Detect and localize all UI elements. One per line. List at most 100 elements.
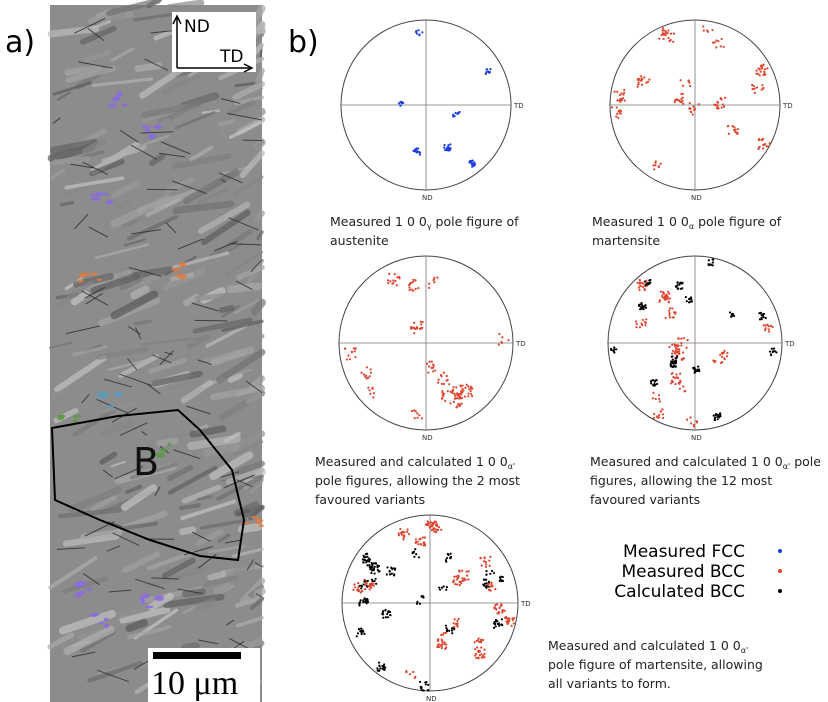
pole-point — [669, 297, 671, 299]
pole-point — [488, 586, 490, 588]
pole-point — [416, 151, 418, 153]
phase-spot — [98, 396, 107, 398]
pole-point — [685, 347, 687, 349]
pole-point — [660, 411, 662, 413]
pole-point — [387, 279, 389, 281]
pole-point — [386, 613, 388, 615]
pole-point — [668, 314, 670, 316]
pole-point — [354, 356, 356, 358]
pole-point — [684, 390, 686, 392]
pole-point — [655, 398, 657, 400]
pole-point — [384, 609, 386, 611]
pole-point — [386, 566, 388, 568]
pole-point — [653, 168, 655, 170]
pole-point — [453, 622, 455, 624]
pole-point — [449, 391, 451, 393]
texture — [181, 505, 199, 508]
pole-point — [620, 112, 622, 114]
pole-point — [674, 101, 676, 103]
pole-point — [368, 564, 370, 566]
pole-point — [611, 106, 613, 108]
pole-point — [494, 588, 496, 590]
pole-point — [414, 280, 416, 282]
pole-point — [618, 110, 620, 112]
pole-point — [420, 321, 422, 323]
pole-point — [686, 419, 688, 421]
pole-point — [366, 366, 368, 368]
pole-point — [354, 350, 356, 352]
pole-point — [675, 360, 677, 362]
pole-point — [485, 570, 487, 572]
pole-point — [427, 689, 429, 691]
pole-point — [420, 543, 422, 545]
pole-point — [765, 317, 767, 319]
pole-point — [498, 625, 500, 627]
pole-point — [443, 641, 445, 643]
pole-point — [669, 40, 671, 42]
pole-point — [481, 565, 483, 567]
pole-point — [428, 361, 430, 363]
pole-point — [445, 625, 447, 627]
pole-point — [478, 638, 480, 640]
pole-point — [376, 564, 378, 566]
phase-spot — [57, 415, 65, 420]
pole-point — [483, 584, 485, 586]
pole-point — [663, 292, 665, 294]
pole-point — [483, 557, 485, 559]
phase-spot — [251, 516, 259, 519]
pole-point — [440, 529, 442, 531]
texture — [68, 68, 99, 72]
pole-point — [356, 635, 358, 637]
pole-point — [426, 363, 428, 365]
phase-spot — [154, 595, 163, 601]
pole-point — [760, 71, 762, 73]
legend: Measured FCCMeasured BCCCalculated BCC — [614, 542, 782, 602]
pole-point — [488, 560, 490, 562]
pole-point — [751, 88, 753, 90]
pole-point — [669, 316, 671, 318]
pole-point — [670, 32, 672, 34]
pole-point — [445, 632, 447, 634]
pole-point — [351, 351, 353, 353]
pole-point — [420, 323, 422, 325]
pole-point — [363, 583, 365, 585]
pole-point — [369, 375, 371, 377]
pole-point — [389, 573, 391, 575]
pole-point — [447, 390, 449, 392]
pole-point — [467, 578, 469, 580]
pole-point — [373, 392, 375, 394]
pole-point — [680, 288, 682, 290]
pole-point — [453, 401, 455, 403]
pole-point — [470, 393, 472, 395]
pole-point — [643, 76, 645, 78]
pole-point — [387, 282, 389, 284]
pole-point — [658, 414, 660, 416]
pole-point — [675, 362, 677, 364]
pole-point — [673, 33, 675, 35]
pole-point — [712, 261, 714, 263]
pole-point — [637, 86, 639, 88]
pole-point — [470, 161, 472, 163]
pole-point — [491, 570, 493, 572]
pole-point — [466, 571, 468, 573]
pole-point — [443, 147, 445, 149]
axis-label: TD — [219, 47, 243, 67]
pole-point — [496, 612, 498, 614]
scale-label: 10 μm — [151, 665, 238, 702]
pole-point — [453, 626, 455, 628]
pole-point — [454, 398, 456, 400]
pole-point — [721, 361, 723, 363]
pole-point — [682, 385, 684, 387]
pole-point — [422, 321, 424, 323]
pole-point — [370, 368, 372, 370]
pole-point — [759, 74, 761, 76]
pole-point — [502, 609, 504, 611]
pole-point — [467, 395, 469, 397]
pole-point — [349, 358, 351, 360]
pole-point — [453, 576, 455, 578]
pole-point — [352, 589, 354, 591]
pole-point — [640, 302, 642, 304]
pole-point — [427, 520, 429, 522]
pole-point — [732, 125, 734, 127]
pole-point — [642, 319, 644, 321]
